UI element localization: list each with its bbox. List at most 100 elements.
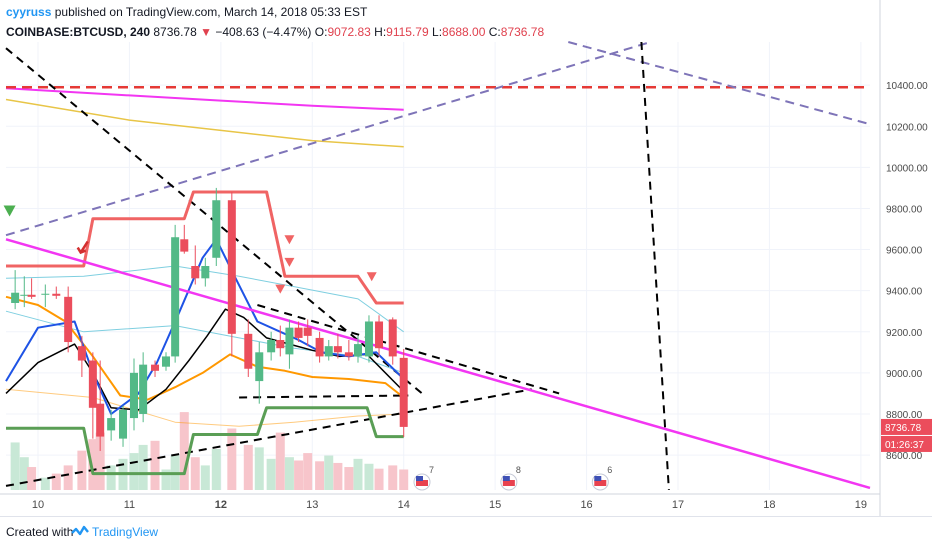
volume-bars [10,412,409,490]
candle-body [399,357,408,427]
candle-body [139,364,148,414]
low-value: 8688.00 [442,25,486,39]
last-price: 8736.78 [153,25,197,39]
sell-marker-icon [275,284,286,294]
candle-body [244,333,253,369]
volume-bar [254,447,264,490]
last-price-badge [881,418,932,435]
green-marker-icon [3,205,16,217]
close-label: C: [488,25,501,39]
volume-bar [27,467,37,490]
x-tick-label: 13 [306,499,318,511]
author-name[interactable]: cyyruss [6,5,52,19]
volume-bar [266,458,276,490]
candle-body [119,409,128,439]
publish-info: published on TradingView.com, March 14, … [54,5,368,19]
candle-body [364,321,373,357]
volume-bar [353,458,363,490]
volume-bar [243,444,253,490]
candle-body [388,319,397,357]
x-tick-label: 18 [763,499,775,511]
us-flag-canton-icon [416,476,423,481]
down-triangle-icon: ▼ [200,25,212,39]
candle-body [64,296,73,343]
us-flag-stripes-icon [594,480,607,486]
drawing-overlays [5,41,871,491]
signal-markers [3,205,377,294]
candle-body [130,372,138,419]
candle-body [77,346,86,361]
black-dashed-short [239,394,409,399]
x-tick-label: 11 [124,499,135,511]
candle-body [11,292,20,303]
volume-bar [211,449,221,490]
volume-bar [227,428,237,490]
x-tick-label: 15 [489,499,501,511]
volume-bar [106,465,116,490]
candle-body [276,339,285,349]
volume-bar [315,461,325,490]
created-with-text: Created with [6,525,74,539]
volume-bar [88,439,98,490]
cyan-band-upper [5,265,404,333]
yellow-ma-line [5,98,404,148]
candle-body [96,403,105,437]
volume-bar [333,462,343,490]
sell-marker-icon [284,235,295,245]
black-dashed-vertical [640,41,670,491]
event-count: 8 [516,465,521,475]
volume-bar [150,440,160,490]
y-tick-label: 10400.00 [886,81,928,92]
us-flag-canton-icon [594,476,602,481]
candle-body [375,321,384,349]
candle-body [212,200,221,258]
x-tick-label: 10 [32,499,44,511]
volume-bar [51,473,61,490]
y-tick-label: 9600.00 [886,246,923,257]
y-tick-label: 8600.00 [886,451,923,462]
volume-bar [284,457,294,490]
us-flag-stripes-icon [502,480,515,486]
high-value: 9115.79 [386,25,429,39]
volume-bar [95,432,105,490]
volume-bar [275,432,285,490]
candle-body [52,293,61,296]
volume-bar [364,463,374,490]
tradingview-brand-link[interactable]: TradingView [92,525,159,539]
candle-body [171,237,180,357]
candle-body [162,356,170,367]
last-price-label: 8736.78 [885,423,922,434]
candle-body [201,266,210,279]
us-flag-canton-icon [502,476,510,481]
x-tick-label: 16 [580,499,592,511]
event-count: 6 [607,465,612,475]
volume-bar [19,457,29,490]
candle-body [191,266,200,279]
green-envelope-line [6,406,404,476]
volume-bar [388,465,398,490]
black-dashed-trend-2 [257,304,560,395]
x-tick-label: 19 [855,499,867,511]
candle-body [354,344,362,357]
volume-bar [63,465,73,490]
candle-body [255,352,264,382]
candle-body [315,337,324,357]
magenta-ma-line [5,87,404,111]
candle-body [151,364,160,371]
sell-marker-icon [366,272,377,282]
volume-bar [324,455,334,490]
symbol-name[interactable]: COINBASE:BTCUSD, 240 [6,25,151,39]
event-count: 7 [429,465,434,475]
candle-body [180,239,189,252]
candle-body [41,293,50,295]
volume-bar [10,442,20,490]
candle-timer-badge [881,435,932,452]
tradingview-logo-icon[interactable] [70,523,90,543]
volume-bar [161,469,171,490]
purple-dashed-trend-down [568,41,871,126]
candle-body [294,327,303,338]
volume-bar [399,469,409,490]
us-flag-stripes-icon [416,480,428,486]
candle-timer-label: 01:26:37 [885,440,924,451]
